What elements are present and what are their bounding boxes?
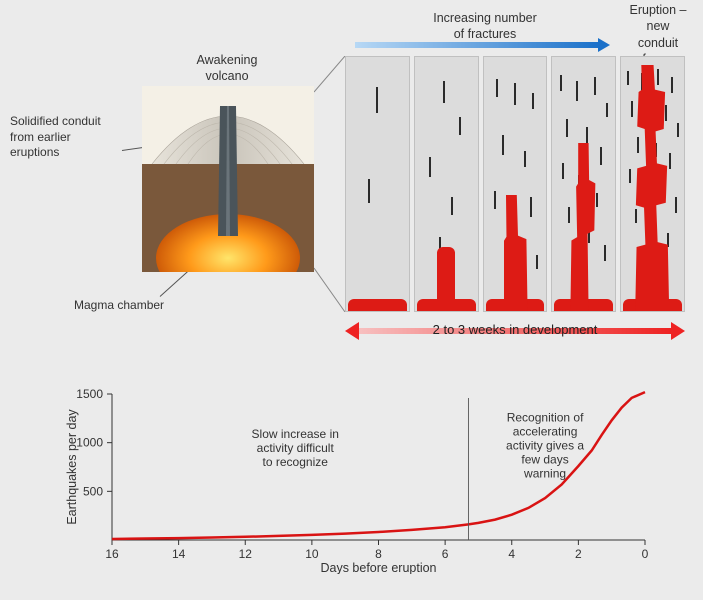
fracture-panels	[345, 56, 685, 312]
svg-text:500: 500	[83, 484, 103, 498]
timeline-label: 2 to 3 weeks in development	[345, 322, 685, 339]
earthquake-chart: 500 1000 1500 16 14 12 10 8 6 4 2 0 Slow increase in…	[60, 388, 655, 574]
stage-4	[551, 56, 616, 312]
chamber-callout: Magma chamber	[74, 298, 194, 314]
stage-5	[620, 56, 685, 312]
svg-text:1500: 1500	[76, 388, 103, 401]
volcano-diagram	[142, 86, 314, 272]
stage-2	[414, 56, 479, 312]
svg-text:0: 0	[642, 547, 649, 561]
svg-text:10: 10	[305, 547, 319, 561]
svg-text:1000: 1000	[76, 436, 103, 450]
svg-text:Slow increase inactivity diffi: Slow increase inactivity difficultto rec…	[252, 427, 339, 469]
svg-text:6: 6	[442, 547, 449, 561]
conduit-callout: Solidified conduitfrom earliereruptions	[10, 114, 125, 161]
svg-text:16: 16	[105, 547, 119, 561]
projection-lines	[314, 56, 346, 312]
stage-1	[345, 56, 410, 312]
stage-3	[483, 56, 548, 312]
increasing-label: Increasing numberof fractures	[400, 10, 570, 43]
svg-text:8: 8	[375, 547, 382, 561]
increasing-arrow	[355, 40, 610, 50]
svg-text:4: 4	[508, 547, 515, 561]
svg-text:Recognition ofacceleratingacti: Recognition ofacceleratingactivity gives…	[506, 410, 584, 480]
svg-text:Days before eruption: Days before eruption	[320, 561, 436, 574]
svg-text:14: 14	[172, 547, 186, 561]
svg-text:2: 2	[575, 547, 582, 561]
svg-text:12: 12	[239, 547, 253, 561]
svg-text:Earthquakes per day: Earthquakes per day	[65, 409, 79, 525]
awakening-label: Awakeningvolcano	[182, 52, 272, 85]
